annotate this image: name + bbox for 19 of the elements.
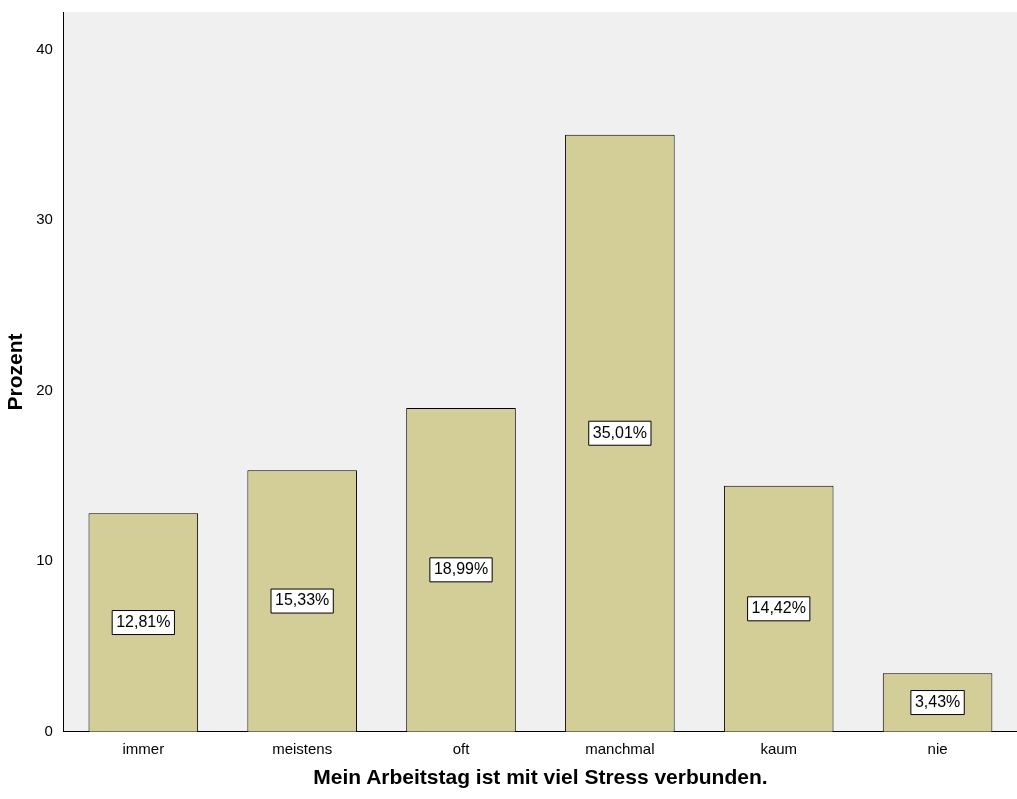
y-tick-label: 20 <box>36 380 53 398</box>
data-label: 12,81% <box>116 612 171 630</box>
data-label: 35,01% <box>592 423 647 441</box>
x-axis-title: Mein Arbeitstag ist mit viel Stress verbunden. <box>313 765 768 789</box>
y-axis-title: Prozent <box>3 333 27 411</box>
y-tick-label: 40 <box>36 39 53 57</box>
x-tick-label: meistens <box>272 739 333 757</box>
x-tick-label: oft <box>452 739 471 757</box>
y-tick-label: 30 <box>36 210 53 228</box>
data-label: 14,42% <box>751 599 806 617</box>
data-label: 3,43% <box>914 692 961 710</box>
x-tick-label: immer <box>122 739 165 757</box>
x-tick-label: nie <box>927 739 948 757</box>
data-label: 18,99% <box>433 560 489 578</box>
data-label: 15,33% <box>275 591 330 609</box>
y-tick-label: 0 <box>44 721 53 739</box>
x-tick-label: kaum <box>760 739 798 757</box>
y-tick-label: 10 <box>36 551 53 569</box>
x-tick-label: manchmal <box>585 739 655 757</box>
